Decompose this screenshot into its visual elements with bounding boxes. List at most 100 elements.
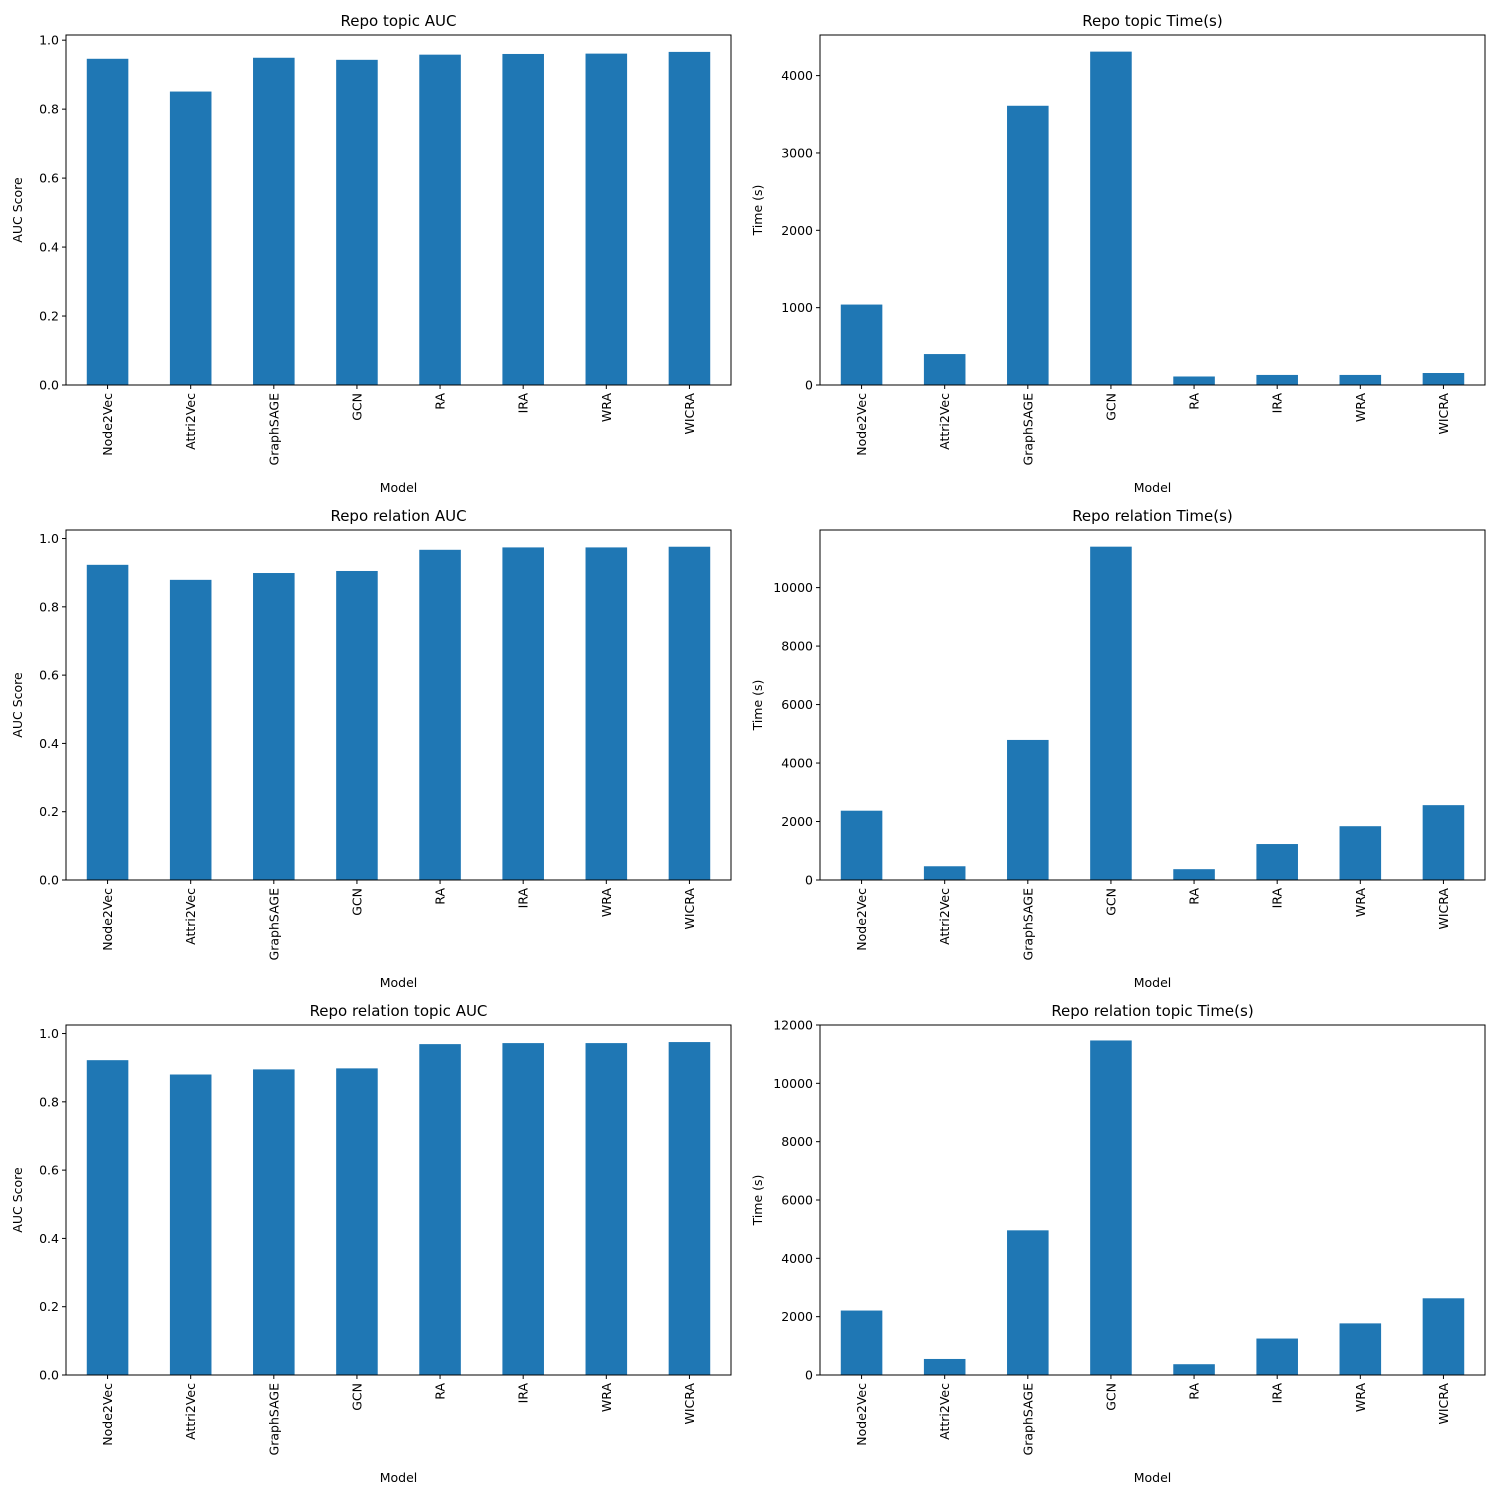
chart-panel: 0.0 0.2 0.4 0.6 0.8 1.0 Node2Vec Attri2Vec Graph… xyxy=(10,12,732,495)
bar xyxy=(502,53,544,385)
y-tick-label: 10000 xyxy=(773,1076,813,1091)
bar xyxy=(336,1068,378,1375)
y-tick-label: 0 xyxy=(805,873,813,888)
chart-panel: 0 1000 2000 3000 4000 Node2Vec Attri2Vec GraphS… xyxy=(750,12,1486,495)
bar xyxy=(86,1060,129,1375)
x-tick-label: GCN xyxy=(1103,393,1118,421)
x-tick-label: Attri2Vec xyxy=(937,1383,952,1440)
bar xyxy=(1339,826,1382,880)
y-tick-label: 0.0 xyxy=(39,378,59,393)
bar xyxy=(840,304,883,385)
x-axis-label: Model xyxy=(380,1470,418,1485)
y-tick-label: 6000 xyxy=(781,697,813,712)
x-tick-label: WRA xyxy=(1353,393,1368,423)
y-tick-label: 0.8 xyxy=(39,102,59,117)
bar xyxy=(1090,51,1132,385)
x-tick-label: IRA xyxy=(516,1383,531,1404)
bar xyxy=(502,547,544,880)
bar xyxy=(169,91,212,386)
bar xyxy=(1007,739,1049,880)
x-tick-label: IRA xyxy=(1270,1383,1285,1404)
bar xyxy=(923,1358,966,1375)
x-tick-label: IRA xyxy=(1270,393,1285,414)
x-tick-label: GraphSAGE xyxy=(266,1383,281,1456)
y-tick-label: 0.4 xyxy=(39,1231,59,1246)
y-axis-label: Time (s) xyxy=(750,185,765,237)
x-tick-label: Attri2Vec xyxy=(183,888,198,945)
bar xyxy=(1173,1364,1215,1375)
bar xyxy=(585,1043,628,1375)
bar xyxy=(1007,105,1049,386)
x-tick-label: WICRA xyxy=(682,888,697,930)
y-tick-label: 8000 xyxy=(781,639,813,654)
x-tick-label: WRA xyxy=(599,1383,614,1413)
y-tick-label: 0.2 xyxy=(39,1299,59,1314)
y-axis-label: AUC Score xyxy=(10,672,25,738)
axes-frame xyxy=(65,529,732,881)
x-tick-label: Attri2Vec xyxy=(937,888,952,945)
chart-title: Repo topic Time(s) xyxy=(1082,12,1222,30)
axes-frame xyxy=(819,529,1486,881)
chart-panel: 0 2000 4000 6000 8000 10000 12000 Node2Vec Attri… xyxy=(750,1002,1486,1485)
chart-panel: 0.0 0.2 0.4 0.6 0.8 1.0 Node2Vec Attri2Vec Graph… xyxy=(10,1002,732,1485)
y-tick-label: 4000 xyxy=(781,68,813,83)
y-tick-label: 0.8 xyxy=(39,599,59,614)
bar xyxy=(1339,374,1382,385)
y-tick-label: 0.0 xyxy=(39,1368,59,1383)
bar xyxy=(419,54,461,385)
y-axis-label: Time (s) xyxy=(750,680,765,732)
x-tick-label: GCN xyxy=(349,1383,364,1411)
chart-title: Repo topic AUC xyxy=(341,12,457,30)
bar xyxy=(336,59,378,385)
y-axis-label: AUC Score xyxy=(10,177,25,243)
bar xyxy=(585,547,628,880)
x-tick-label: RA xyxy=(1187,393,1202,410)
x-tick-label: IRA xyxy=(516,888,531,909)
x-tick-label: RA xyxy=(1187,1383,1202,1400)
y-axis-label: Time (s) xyxy=(750,1175,765,1227)
bar xyxy=(1007,1230,1049,1375)
x-tick-label: Node2Vec xyxy=(854,393,869,456)
y-tick-label: 0.6 xyxy=(39,1163,59,1178)
chart-title: Repo relation AUC xyxy=(330,507,466,525)
x-tick-label: GCN xyxy=(349,888,364,916)
bar xyxy=(923,354,966,385)
x-axis-label: Model xyxy=(1134,480,1172,495)
chart-title: Repo relation topic Time(s) xyxy=(1051,1002,1253,1020)
axes-frame xyxy=(819,1024,1486,1376)
x-tick-label: WICRA xyxy=(682,1383,697,1425)
x-axis-label: Model xyxy=(1134,1470,1172,1485)
y-tick-label: 2000 xyxy=(781,1309,813,1324)
axes-frame xyxy=(65,1024,732,1376)
bar xyxy=(253,1069,295,1375)
x-tick-label: Attri2Vec xyxy=(937,393,952,450)
y-tick-label: 1.0 xyxy=(39,1026,59,1041)
bar xyxy=(336,570,378,880)
bar xyxy=(668,546,711,880)
x-tick-label: RA xyxy=(433,1383,448,1400)
y-tick-label: 8000 xyxy=(781,1134,813,1149)
x-tick-label: WICRA xyxy=(682,393,697,435)
bar xyxy=(502,1043,544,1375)
y-tick-label: 2000 xyxy=(781,223,813,238)
y-tick-label: 1.0 xyxy=(39,33,59,48)
y-axis-label: AUC Score xyxy=(10,1167,25,1233)
chart-panel: 0.0 0.2 0.4 0.6 0.8 1.0 Node2Vec Attri2Vec Graph… xyxy=(10,507,732,990)
x-tick-label: GraphSAGE xyxy=(266,888,281,961)
x-tick-label: GraphSAGE xyxy=(1020,888,1035,961)
x-axis-label: Model xyxy=(380,975,418,990)
bar xyxy=(1173,376,1215,385)
bar xyxy=(1422,805,1465,880)
x-tick-label: Node2Vec xyxy=(100,1383,115,1446)
bar xyxy=(668,1042,711,1375)
x-tick-label: WRA xyxy=(1353,888,1368,918)
x-tick-label: GraphSAGE xyxy=(1020,393,1035,466)
chart-panel: 0 2000 4000 6000 8000 10000 Node2Vec Attri2Vec G… xyxy=(750,507,1486,990)
y-tick-label: 0 xyxy=(805,378,813,393)
x-tick-label: GCN xyxy=(1103,888,1118,916)
bar xyxy=(585,53,628,386)
bar xyxy=(253,573,295,880)
x-tick-label: IRA xyxy=(1270,888,1285,909)
bar xyxy=(86,564,129,880)
